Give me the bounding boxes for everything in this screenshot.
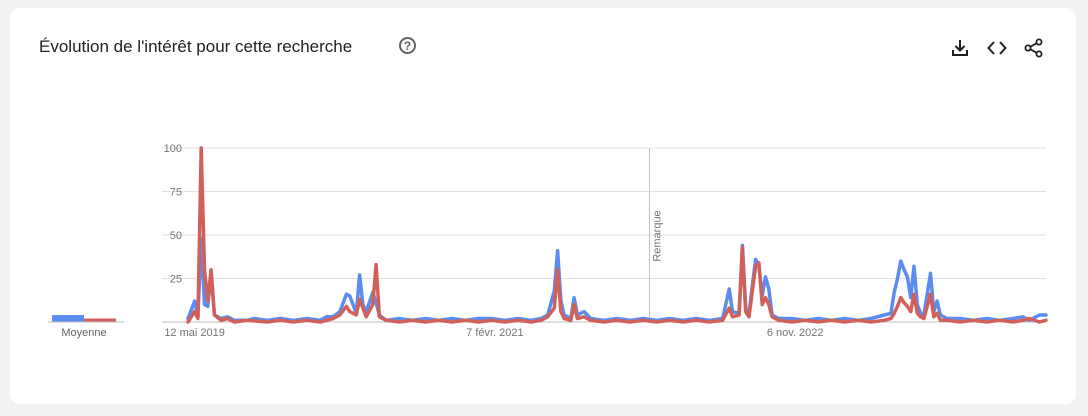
y-tick-label: 25 [170,274,182,286]
y-tick-label: 75 [170,187,182,199]
y-tick-label: 50 [170,230,182,242]
x-tick-label: 7 févr. 2021 [466,327,524,339]
help-icon[interactable]: ? [399,37,416,54]
series-line-1 [186,236,1048,323]
x-tick-label: 12 mai 2019 [164,327,225,339]
share-icon[interactable] [1023,38,1045,58]
average-bar-2 [84,318,116,322]
chart-title: Évolution de l'intérêt pour cette recher… [39,37,353,56]
series-line-2 [186,146,1048,324]
download-icon[interactable] [949,38,971,58]
average-bar-1 [52,315,84,322]
embed-code-icon[interactable] [986,38,1008,58]
annotation-label: Remarque [652,210,664,261]
averages-label: Moyenne [61,327,106,339]
y-tick-label: 100 [164,143,182,155]
interest-over-time-card: Évolution de l'intérêt pour cette recher… [10,8,1076,404]
x-tick-label: 6 nov. 2022 [767,327,824,339]
